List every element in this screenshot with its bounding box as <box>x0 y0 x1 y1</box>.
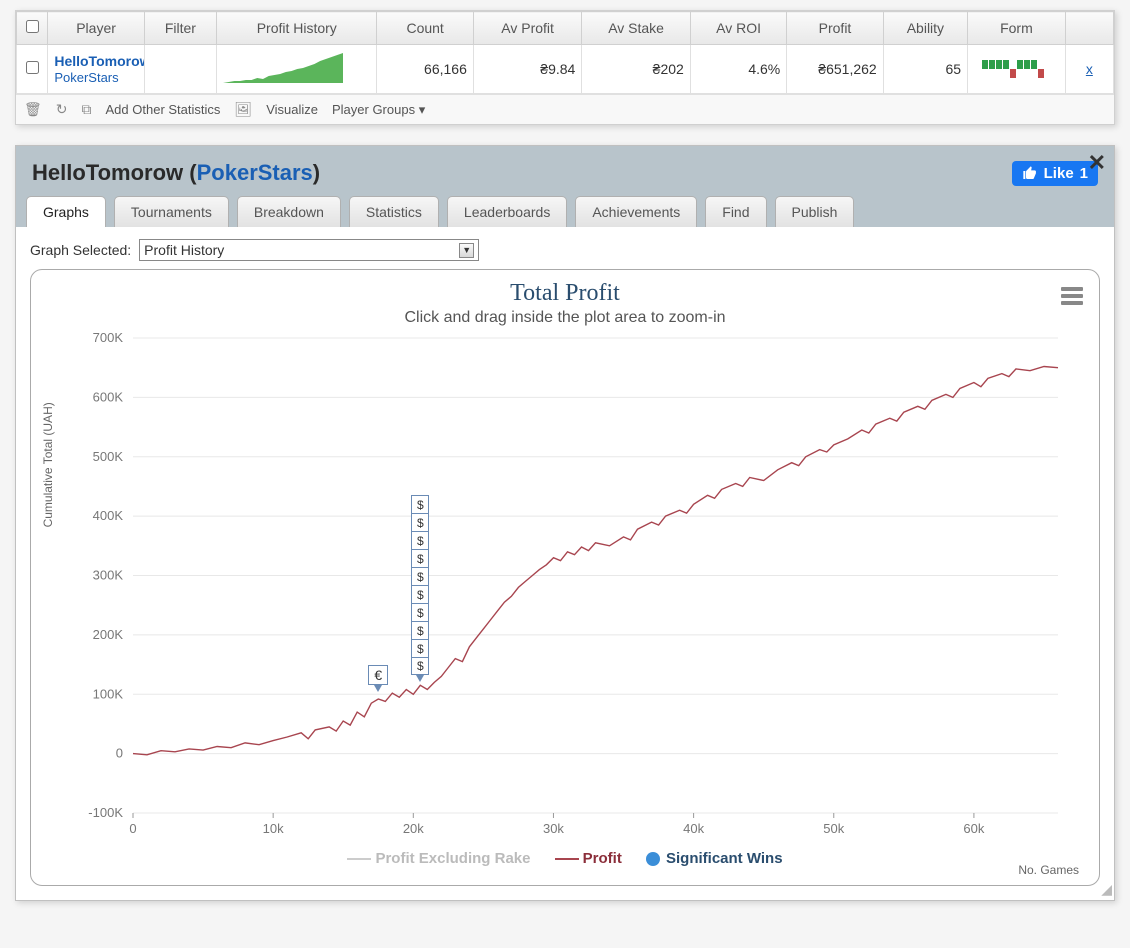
chart-plot-area[interactable]: Cumulative Total (UAH) -100K 0 100K 200K 300… <box>43 333 1087 846</box>
svg-text:50k: 50k <box>823 821 844 836</box>
count-cell: 66,166 <box>377 45 473 94</box>
player-link[interactable]: HelloTomorow <box>54 53 144 69</box>
stats-table: Player Filter Profit History Count Av Pr… <box>16 11 1114 94</box>
select-all-checkbox[interactable] <box>26 20 39 33</box>
tab-publish[interactable]: Publish <box>775 196 855 227</box>
refresh-icon[interactable]: ↻ <box>56 101 68 118</box>
svg-text:700K: 700K <box>93 333 124 345</box>
col-player[interactable]: Player <box>48 12 144 45</box>
legend-sigwin[interactable]: Significant Wins <box>646 850 783 867</box>
col-form[interactable]: Form <box>968 12 1066 45</box>
site-link[interactable]: PokerStars <box>54 70 118 85</box>
image-icon[interactable]: 🖼 <box>234 101 252 118</box>
svg-text:10k: 10k <box>263 821 284 836</box>
like-button[interactable]: Like 1 <box>1012 161 1098 186</box>
col-av-stake[interactable]: Av Stake <box>582 12 690 45</box>
profit-history-cell <box>217 45 377 94</box>
svg-text:0: 0 <box>129 821 136 836</box>
graph-select-label: Graph Selected: <box>30 242 131 258</box>
svg-text:30k: 30k <box>543 821 564 836</box>
graph-select-value: Profit History <box>144 242 224 258</box>
col-profit[interactable]: Profit <box>787 12 883 45</box>
resize-grip-icon[interactable]: ◢ <box>1101 881 1112 898</box>
copy-icon[interactable]: ⧉ <box>82 101 92 118</box>
svg-text:20k: 20k <box>403 821 424 836</box>
col-x <box>1065 12 1113 45</box>
tab-statistics[interactable]: Statistics <box>349 196 439 227</box>
col-av-profit[interactable]: Av Profit <box>473 12 581 45</box>
stats-table-panel: Player Filter Profit History Count Av Pr… <box>15 10 1115 125</box>
legend-profit[interactable]: Profit <box>555 850 622 867</box>
graph-select-row: Graph Selected: Profit History ▼ <box>30 239 1100 261</box>
trash-icon[interactable]: 🗑 <box>24 101 42 118</box>
graph-area: Graph Selected: Profit History ▼ Total P… <box>16 227 1114 900</box>
col-ability[interactable]: Ability <box>883 12 967 45</box>
filter-cell <box>144 45 216 94</box>
form-cell <box>968 45 1066 94</box>
row-checkbox[interactable] <box>26 61 39 74</box>
graph-select-dropdown[interactable]: Profit History ▼ <box>139 239 479 261</box>
svg-text:500K: 500K <box>93 449 124 464</box>
svg-text:600K: 600K <box>93 389 124 404</box>
add-statistics-button[interactable]: Add Other Statistics <box>106 102 221 117</box>
table-toolbar: 🗑 ↻ ⧉ Add Other Statistics 🖼 Visualize P… <box>16 94 1114 124</box>
tab-find[interactable]: Find <box>705 196 766 227</box>
av-roi-cell: 4.6% <box>690 45 786 94</box>
tab-leaderboards[interactable]: Leaderboards <box>447 196 567 227</box>
chart-title: Total Profit <box>43 280 1087 307</box>
table-row[interactable]: HelloTomorow PokerStars 66,166 ₴9.84 ₴20… <box>17 45 1114 94</box>
col-checkbox[interactable] <box>17 12 48 45</box>
y-axis-label: Cumulative Total (UAH) <box>41 402 55 527</box>
chevron-down-icon: ▼ <box>459 243 474 258</box>
dollar-flag-stack[interactable]: $$$$$$$$$$ <box>411 495 429 675</box>
detail-player-name: HelloTomorow <box>32 160 183 185</box>
chevron-down-icon: ▾ <box>419 102 426 117</box>
svg-text:400K: 400K <box>93 508 124 523</box>
svg-text:200K: 200K <box>93 627 124 642</box>
svg-text:0: 0 <box>116 746 123 761</box>
player-cell: HelloTomorow PokerStars <box>48 45 144 94</box>
svg-text:-100K: -100K <box>88 805 123 820</box>
ability-cell: 65 <box>883 45 967 94</box>
tabs-row: Graphs Tournaments Breakdown Statistics Lead… <box>16 196 1114 227</box>
svg-text:40k: 40k <box>683 821 704 836</box>
tab-achievements[interactable]: Achievements <box>575 196 697 227</box>
player-detail-panel: ✕ HelloTomorow (PokerStars) Like 1 Graph… <box>15 145 1115 901</box>
legend-excl-rake[interactable]: Profit Excluding Rake <box>347 850 530 867</box>
row-checkbox-cell[interactable] <box>17 45 48 94</box>
detail-site-link[interactable]: PokerStars <box>197 160 313 185</box>
chart-box: Total Profit Click and drag inside the p… <box>30 269 1100 886</box>
profit-cell: ₴651,262 <box>787 45 883 94</box>
detail-title: HelloTomorow (PokerStars) <box>32 160 320 186</box>
chart-subtitle: Click and drag inside the plot area to z… <box>43 309 1087 327</box>
av-stake-cell: ₴202 <box>582 45 690 94</box>
col-filter[interactable]: Filter <box>144 12 216 45</box>
table-header-row: Player Filter Profit History Count Av Pr… <box>17 12 1114 45</box>
euro-flag[interactable]: € <box>368 665 388 685</box>
col-count[interactable]: Count <box>377 12 473 45</box>
x-cell: x <box>1065 45 1113 94</box>
tab-tournaments[interactable]: Tournaments <box>114 196 229 227</box>
tab-graphs[interactable]: Graphs <box>26 196 106 227</box>
like-label: Like <box>1044 165 1074 182</box>
sparkline-chart <box>223 53 343 85</box>
form-bars-chart <box>982 55 1050 83</box>
svg-text:100K: 100K <box>93 686 124 701</box>
col-av-roi[interactable]: Av ROI <box>690 12 786 45</box>
profit-chart[interactable]: -100K 0 100K 200K 300K 400K 500K 600K 700K 0 10k 20… <box>43 333 1073 843</box>
player-groups-dropdown[interactable]: Player Groups ▾ <box>332 102 425 118</box>
remove-row-link[interactable]: x <box>1086 61 1093 77</box>
svg-text:300K: 300K <box>93 568 124 583</box>
close-icon[interactable]: ✕ <box>1088 150 1106 176</box>
av-profit-cell: ₴9.84 <box>473 45 581 94</box>
chart-menu-icon[interactable] <box>1061 284 1083 308</box>
thumbs-up-icon <box>1022 165 1038 181</box>
detail-header: HelloTomorow (PokerStars) Like 1 <box>16 146 1114 196</box>
col-profit-history[interactable]: Profit History <box>217 12 377 45</box>
visualize-button[interactable]: Visualize <box>266 102 318 117</box>
svg-text:60k: 60k <box>963 821 984 836</box>
tab-breakdown[interactable]: Breakdown <box>237 196 341 227</box>
